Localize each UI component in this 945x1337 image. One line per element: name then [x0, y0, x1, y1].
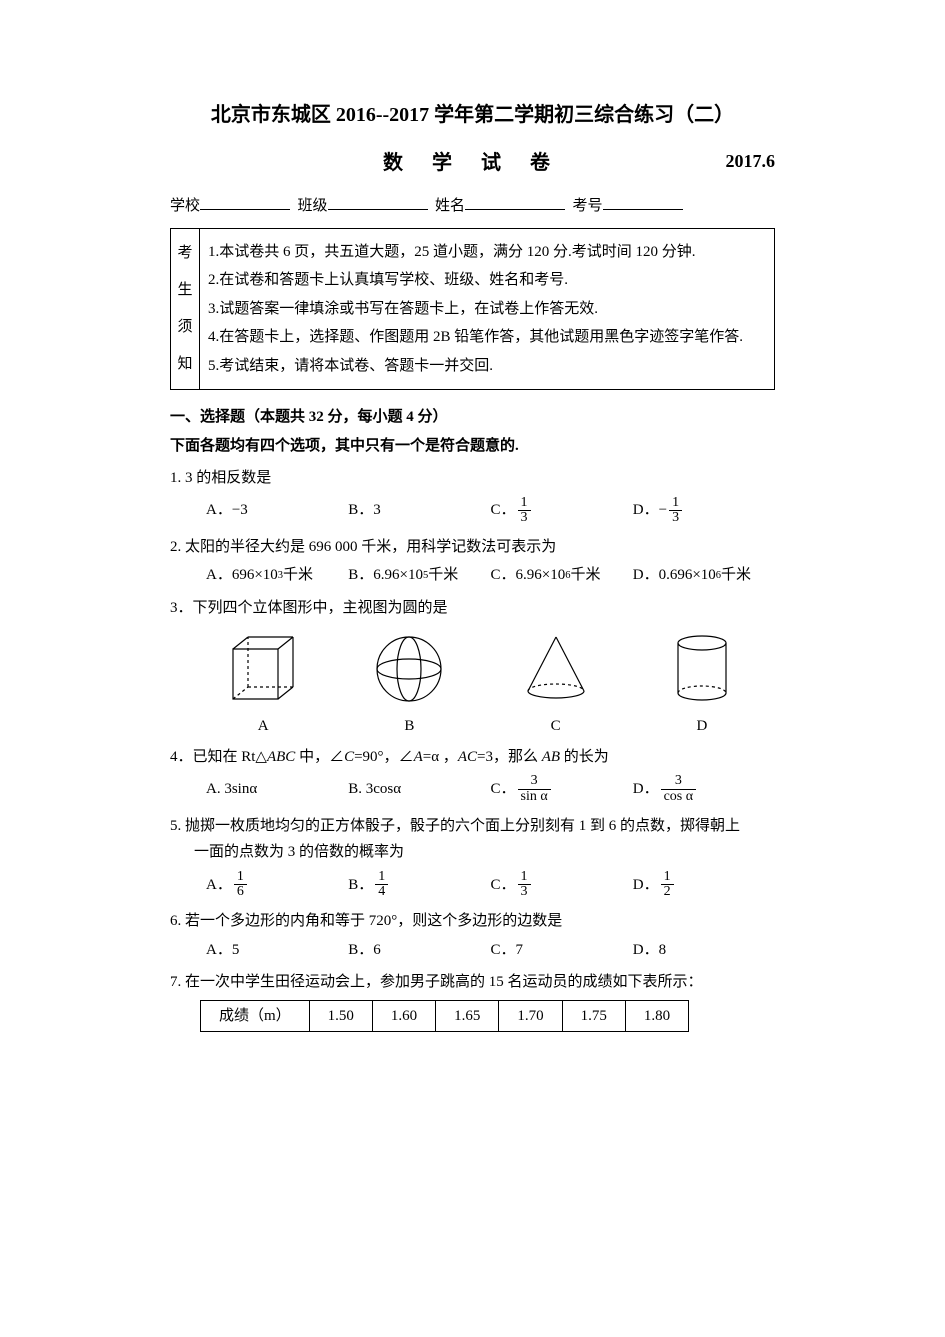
q5-opt-c: C．13 [491, 870, 633, 900]
blank-school [200, 194, 290, 210]
notice-item-5: 5.考试结束，请将本试卷、答题卡一并交回. [208, 355, 766, 378]
q2-options: A．696×103 千米 B．6.96×105 千米 C．6.96×106 千米… [206, 564, 775, 587]
notice-item-4: 4.在答题卡上，选择题、作图题用 2B 铅笔作答，其他试题用黑色字迹签字笔作答. [208, 326, 766, 349]
question-1: 1. 3 的相反数是 [170, 467, 775, 490]
q7-table-row: 成绩（m） 1.50 1.60 1.65 1.70 1.75 1.80 [201, 1000, 689, 1032]
q1-d-prefix: − [659, 499, 667, 522]
subtitle-row: 数 学 试 卷 2017.6 [170, 148, 775, 178]
notice-item-1: 1.本试卷共 6 页，共五道大题，25 道小题，满分 120 分.考试时间 12… [208, 241, 766, 264]
q6-opt-c: C．7 [491, 939, 633, 962]
q4-options: A. 3sinα B. 3cosα C． 3 sin α D． 3 cos α [206, 774, 775, 804]
q2-opt-a: A．696×103 千米 [206, 564, 348, 587]
q1-d-frac: 1 3 [669, 496, 682, 526]
q6-opt-b: B．6 [348, 939, 490, 962]
shape-b-label: B [354, 715, 464, 738]
notice-item-2: 2.在试卷和答题卡上认真填写学校、班级、姓名和考号. [208, 269, 766, 292]
shape-a-label: A [208, 715, 318, 738]
q1-c-frac: 1 3 [518, 496, 531, 526]
question-7: 7. 在一次中学生田径运动会上，参加男子跳高的 15 名运动员的成绩如下表所示： [170, 971, 775, 994]
label-name: 姓名 [435, 198, 465, 214]
shape-sphere: B [354, 629, 464, 738]
blank-class [328, 194, 428, 210]
question-2: 2. 太阳的半径大约是 696 000 千米，用科学记数法可表示为 [170, 536, 775, 559]
q1-opt-a: A．−3 [206, 496, 348, 526]
question-3: 3．下列四个立体图形中，主视图为圆的是 [170, 597, 775, 620]
q7-table: 成绩（m） 1.50 1.60 1.65 1.70 1.75 1.80 [200, 1000, 689, 1033]
cube-icon [218, 629, 308, 709]
q7-c5: 1.80 [625, 1000, 688, 1032]
q1-d-label: D． [633, 499, 659, 522]
side-char-3: 知 [177, 353, 192, 376]
q7-c1: 1.60 [372, 1000, 435, 1032]
subtitle: 数 学 试 卷 [383, 148, 562, 178]
q6-opt-d: D．8 [633, 939, 775, 962]
q5-opt-b: B．14 [348, 870, 490, 900]
cylinder-icon [667, 629, 737, 709]
question-6: 6. 若一个多边形的内角和等于 720°，则这个多边形的边数是 [170, 910, 775, 933]
label-class: 班级 [298, 198, 328, 214]
q1-opt-b: B．3 [348, 496, 490, 526]
q7-c4: 1.75 [562, 1000, 625, 1032]
q3-shapes-row: A B C [190, 629, 775, 738]
q4-d-frac: 3 cos α [661, 774, 697, 804]
q7-c2: 1.65 [436, 1000, 499, 1032]
notice-content: 1.本试卷共 6 页，共五道大题，25 道小题，满分 120 分.考试时间 12… [200, 229, 774, 390]
q1-opt-c: C． 1 3 [491, 496, 633, 526]
q4-opt-b: B. 3cosα [348, 774, 490, 804]
q1-opt-d: D． − 1 3 [633, 496, 775, 526]
student-info-line: 学校 班级 姓名 考号 [170, 194, 775, 218]
q7-th: 成绩（m） [201, 1000, 310, 1032]
label-examno: 考号 [573, 198, 603, 214]
q6-options: A．5 B．6 C．7 D．8 [206, 939, 775, 962]
question-5-line1: 5. 抛掷一枚质地均匀的正方体骰子，骰子的六个面上分别刻有 1 到 6 的点数，… [170, 815, 775, 838]
shape-d-label: D [647, 715, 757, 738]
q4-opt-d: D． 3 cos α [633, 774, 775, 804]
q1-c-label: C． [491, 499, 516, 522]
shape-cylinder: D [647, 629, 757, 738]
q2-opt-c: C．6.96×106 千米 [491, 564, 633, 587]
blank-examno [603, 194, 683, 210]
q2-opt-d: D．0.696×106 千米 [633, 564, 775, 587]
q5-opt-a: A．16 [206, 870, 348, 900]
q4-opt-c: C． 3 sin α [491, 774, 633, 804]
label-school: 学校 [170, 198, 200, 214]
q4-c-frac: 3 sin α [518, 774, 551, 804]
side-char-2: 须 [177, 316, 192, 339]
sphere-icon [369, 629, 449, 709]
shape-cube: A [208, 629, 318, 738]
blank-name [465, 194, 565, 210]
section-1-instruction: 下面各题均有四个选项，其中只有一个是符合题意的. [170, 435, 775, 458]
shape-cone: C [501, 629, 611, 738]
side-char-0: 考 [177, 242, 192, 265]
q7-c0: 1.50 [309, 1000, 372, 1032]
q2-opt-b: B．6.96×105 千米 [348, 564, 490, 587]
cone-icon [516, 629, 596, 709]
shape-c-label: C [501, 715, 611, 738]
q6-opt-a: A．5 [206, 939, 348, 962]
side-char-1: 生 [177, 279, 192, 302]
exam-page: 北京市东城区 2016--2017 学年第二学期初三综合练习（二） 数 学 试 … [0, 0, 945, 1337]
main-title: 北京市东城区 2016--2017 学年第二学期初三综合练习（二） [170, 100, 775, 130]
notice-side-label: 考 生 须 知 [171, 229, 200, 390]
q7-c3: 1.70 [499, 1000, 562, 1032]
section-1-heading: 一、选择题（本题共 32 分，每小题 4 分） [170, 406, 775, 429]
q1-options: A．−3 B．3 C． 1 3 D． − 1 3 [206, 496, 775, 526]
q5-opt-d: D．12 [633, 870, 775, 900]
q5-options: A．16 B．14 C．13 D．12 [206, 870, 775, 900]
question-4: 4．已知在 Rt△ABC 中，∠C=90°，∠A=α ，AC=3，那么 AB 的… [170, 746, 775, 769]
q4-opt-a: A. 3sinα [206, 774, 348, 804]
notice-item-3: 3.试题答案一律填涂或书写在答题卡上，在试卷上作答无效. [208, 298, 766, 321]
question-5-line2: 一面的点数为 3 的倍数的概率为 [194, 841, 775, 864]
notice-box: 考 生 须 知 1.本试卷共 6 页，共五道大题，25 道小题，满分 120 分… [170, 228, 775, 391]
exam-date: 2017.6 [726, 148, 776, 175]
